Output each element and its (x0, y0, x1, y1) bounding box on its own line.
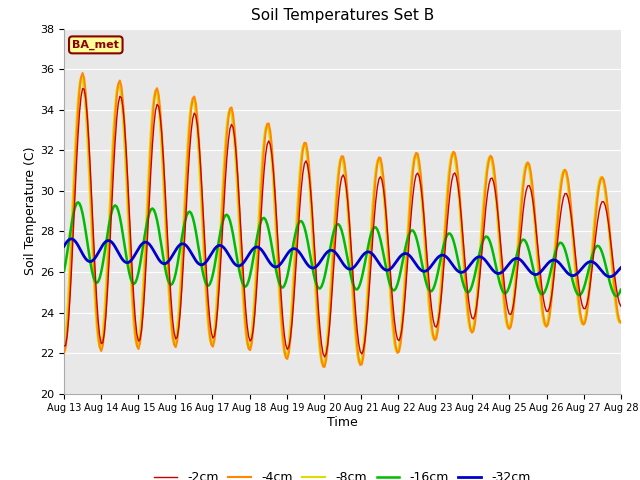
Legend: -2cm, -4cm, -8cm, -16cm, -32cm: -2cm, -4cm, -8cm, -16cm, -32cm (150, 467, 535, 480)
X-axis label: Time: Time (327, 416, 358, 429)
Y-axis label: Soil Temperature (C): Soil Temperature (C) (24, 147, 37, 276)
Title: Soil Temperatures Set B: Soil Temperatures Set B (251, 9, 434, 24)
Text: BA_met: BA_met (72, 40, 119, 50)
